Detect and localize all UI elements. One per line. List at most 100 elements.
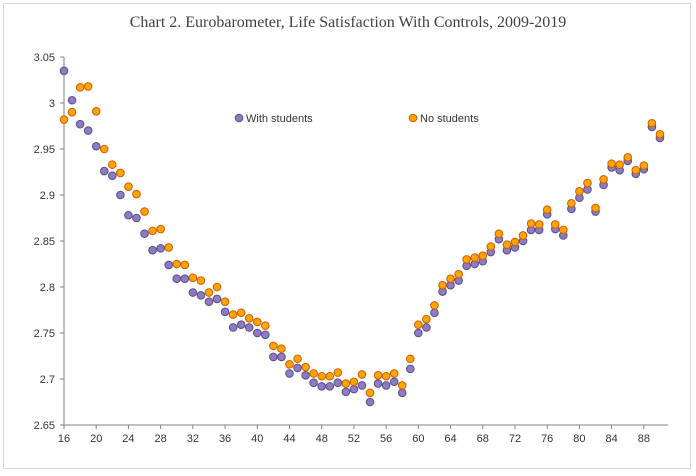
data-point-no-students: [357, 370, 367, 379]
data-point-with-students: [180, 274, 190, 284]
data-point-with-students: [381, 381, 391, 390]
data-point-no-students: [397, 381, 407, 390]
data-point-no-students: [172, 259, 182, 269]
data-point-with-students: [430, 308, 439, 318]
data-point-no-students: [285, 359, 294, 369]
x-tick-label: 68: [477, 433, 489, 445]
data-point-with-students: [325, 382, 335, 391]
data-point-no-students: [373, 371, 383, 380]
data-point-with-students: [188, 288, 198, 297]
x-tick-label: 84: [606, 433, 618, 445]
data-point-with-students: [317, 382, 327, 391]
data-point-no-students: [325, 371, 335, 381]
data-point-with-students: [269, 352, 278, 362]
data-point-no-students: [317, 371, 327, 381]
x-tick-label: 28: [155, 433, 167, 445]
data-point-with-students: [301, 371, 310, 380]
data-point-with-students: [196, 290, 206, 300]
data-point-with-students: [83, 126, 93, 135]
data-point-no-students: [269, 341, 278, 351]
data-point-no-students: [534, 220, 544, 229]
data-point-no-students: [389, 369, 399, 378]
x-tick-label: 64: [444, 433, 456, 445]
data-point-no-students: [381, 371, 391, 381]
data-point-with-students: [285, 369, 294, 378]
data-point-with-students: [333, 378, 343, 387]
x-tick-label: 24: [122, 433, 134, 445]
data-point-with-students: [261, 330, 270, 340]
data-point-no-students: [567, 198, 576, 208]
x-tick-label: 44: [283, 433, 295, 445]
data-point-no-students: [293, 354, 302, 364]
legend-label-no-students: No students: [420, 113, 479, 125]
data-point-no-students: [478, 251, 488, 261]
data-point-with-students: [148, 245, 157, 255]
data-point-no-students: [204, 288, 214, 297]
data-point-no-students: [99, 144, 109, 154]
data-point-no-students: [631, 165, 641, 175]
x-tick-label: 80: [573, 433, 585, 445]
y-tick-label: 2.7: [40, 374, 55, 386]
x-tick-label: 88: [638, 433, 650, 445]
data-point-with-students: [91, 141, 101, 151]
y-tick-label: 2.95: [34, 144, 55, 156]
y-tick-label: 3.05: [34, 52, 55, 64]
data-point-no-students: [252, 317, 262, 327]
data-point-no-students: [140, 207, 149, 216]
data-point-no-students: [108, 160, 117, 169]
data-point-no-students: [91, 106, 101, 116]
data-point-no-students: [124, 182, 133, 192]
x-tick-label: 36: [219, 433, 231, 445]
x-tick-label: 56: [380, 433, 392, 445]
data-point-with-students: [172, 274, 182, 284]
data-point-with-students: [405, 364, 415, 374]
data-point-no-students: [116, 168, 125, 178]
x-tick-label: 48: [316, 433, 328, 445]
data-point-no-students: [244, 313, 254, 323]
data-point-with-students: [99, 166, 109, 176]
data-point-with-students: [164, 260, 173, 270]
data-point-with-students: [357, 381, 367, 390]
data-point-with-students: [156, 244, 165, 253]
data-point-no-students: [639, 161, 649, 170]
chart-title: Chart 2. Eurobarometer, Life Satisfactio…: [129, 14, 567, 31]
data-point-with-students: [108, 171, 117, 180]
data-point-no-students: [405, 354, 415, 364]
data-point-no-students: [196, 276, 206, 285]
data-point-with-students: [75, 119, 85, 129]
data-point-no-students: [341, 379, 351, 388]
y-tick-label: 2.65: [34, 420, 55, 432]
data-point-no-students: [518, 231, 528, 240]
data-point-no-students: [422, 314, 431, 324]
data-point-with-students: [204, 297, 214, 307]
x-tick-label: 76: [541, 433, 553, 445]
data-point-no-students: [615, 160, 624, 169]
data-point-no-students: [277, 344, 286, 353]
data-point-no-students: [647, 118, 657, 128]
x-tick-label: 60: [412, 433, 424, 445]
legend-label-with-students: With students: [246, 113, 313, 125]
data-point-no-students: [599, 175, 608, 184]
data-point-no-students: [542, 205, 552, 215]
data-point-no-students: [446, 274, 455, 284]
data-point-no-students: [349, 377, 359, 387]
data-point-with-students: [252, 328, 262, 338]
data-point-no-students: [494, 229, 504, 238]
data-point-no-students: [333, 368, 343, 377]
x-tick-label: 20: [90, 433, 102, 445]
data-point-with-students: [414, 328, 423, 338]
data-point-no-students: [575, 187, 584, 196]
data-point-with-students: [59, 66, 69, 76]
data-point-no-students: [438, 280, 447, 290]
x-tick-label: 16: [58, 433, 70, 445]
x-tick-label: 72: [509, 433, 521, 445]
data-point-no-students: [510, 237, 520, 247]
data-point-with-students: [277, 352, 286, 362]
data-point-no-students: [75, 83, 85, 92]
data-point-with-students: [389, 377, 399, 387]
chart-axes: 2.65 2.7 2.75 2.8 2.85 2.9 2.95 3 3.05 16 20 24 28 32…: [34, 52, 668, 445]
data-point-no-students: [607, 159, 616, 169]
data-point-no-students: [180, 260, 190, 270]
data-point-no-students: [414, 320, 423, 330]
